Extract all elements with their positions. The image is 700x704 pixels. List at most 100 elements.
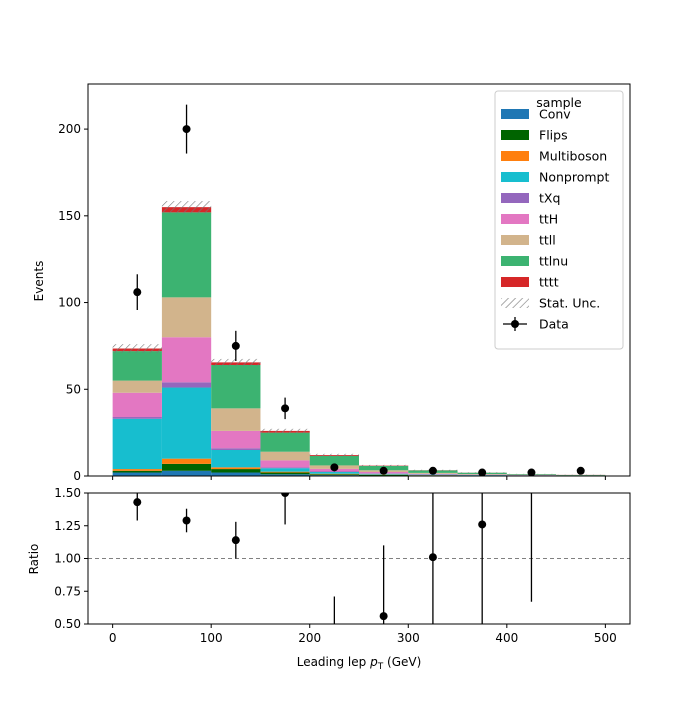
bar-nonprompt-bin-3 bbox=[260, 468, 309, 471]
bar-ttlnu-bin-1 bbox=[162, 212, 211, 297]
bar-conv-bin-2 bbox=[211, 473, 260, 476]
bar-tth-bin-2 bbox=[211, 431, 260, 448]
bar-multiboson-bin-4 bbox=[310, 474, 359, 475]
legend-swatch-nonprompt bbox=[501, 172, 529, 182]
bar-ttlnu-bin-0 bbox=[113, 351, 162, 380]
x-axis-label: Leading lep pT (GeV) bbox=[297, 655, 422, 672]
data-point-1 bbox=[183, 125, 191, 133]
ratio-point-5 bbox=[380, 612, 388, 620]
bar-txq-bin-1 bbox=[162, 382, 211, 387]
ratio-point-0 bbox=[133, 498, 141, 506]
bar-flips-bin-1 bbox=[162, 464, 211, 471]
legend-label-data: Data bbox=[539, 317, 569, 332]
ratio-y-tick-label-3: 1.25 bbox=[54, 519, 81, 533]
data-point-5 bbox=[380, 467, 388, 475]
stat-unc-bin-4 bbox=[310, 454, 359, 456]
legend-label-tth: ttH bbox=[539, 212, 558, 227]
x-tick-label-1: 100 bbox=[200, 631, 223, 645]
y-tick-label-0: 0 bbox=[73, 469, 81, 483]
bar-tth-bin-1 bbox=[162, 337, 211, 382]
stat-unc-bin-0 bbox=[113, 344, 162, 353]
ratio-y-tick-label-2: 1.00 bbox=[54, 552, 81, 566]
bar-nonprompt-bin-4 bbox=[310, 472, 359, 474]
legend-label-nonprompt: Nonprompt bbox=[539, 170, 609, 185]
data-point-8 bbox=[527, 469, 535, 477]
legend-swatch-txq bbox=[501, 193, 529, 203]
data-point-0 bbox=[133, 288, 141, 296]
x-tick-label-4: 400 bbox=[495, 631, 518, 645]
ratio-y-tick-label-0: 0.50 bbox=[54, 617, 81, 631]
data-point-7 bbox=[478, 469, 486, 477]
ratio-point-4 bbox=[330, 633, 338, 641]
y-tick-label-4: 200 bbox=[58, 122, 81, 136]
legend-label-ttlnu: ttlnu bbox=[539, 254, 568, 269]
legend-swatch-tth bbox=[501, 214, 529, 224]
data-point-3 bbox=[281, 404, 289, 412]
legend-swatch-tttt bbox=[501, 277, 529, 287]
bar-ttll-bin-1 bbox=[162, 297, 211, 337]
legend-label-ttll: ttll bbox=[539, 233, 556, 248]
stat-unc-bin-1 bbox=[162, 201, 211, 213]
bar-ttll-bin-0 bbox=[113, 381, 162, 393]
bar-multiboson-bin-0 bbox=[113, 469, 162, 471]
stat-unc-bin-5 bbox=[359, 465, 408, 466]
legend-swatch-conv bbox=[501, 109, 529, 119]
ratio-plot-frame bbox=[88, 493, 630, 624]
legend-swatch-multiboson bbox=[501, 151, 529, 161]
bar-txq-bin-2 bbox=[211, 448, 260, 450]
bar-flips-bin-0 bbox=[113, 471, 162, 473]
ratio-point-1 bbox=[183, 517, 191, 525]
bar-txq-bin-4 bbox=[310, 471, 359, 472]
ratio-y-tick-label-1: 0.75 bbox=[54, 584, 81, 598]
y-axis-label: Events bbox=[32, 261, 46, 302]
bar-ttlnu-bin-2 bbox=[211, 365, 260, 408]
ratio-point-7 bbox=[478, 520, 486, 528]
legend-data-marker bbox=[511, 320, 519, 328]
legend-swatch-stat-unc bbox=[501, 298, 529, 308]
y-tick-label-1: 50 bbox=[66, 382, 81, 396]
ratio-y-tick-label-4: 1.50 bbox=[54, 486, 81, 500]
data-point-6 bbox=[429, 467, 437, 475]
ratio-point-8 bbox=[527, 424, 535, 432]
bar-nonprompt-bin-2 bbox=[211, 450, 260, 467]
ratio-axes: 0.50 0.75 1.00 1.25 1.50 0 100 200 300 400 500 bbox=[54, 486, 630, 645]
x-tick-label-5: 500 bbox=[594, 631, 617, 645]
legend-label-tttt: tttt bbox=[539, 275, 559, 290]
bar-txq-bin-3 bbox=[260, 467, 309, 468]
bar-txq-bin-0 bbox=[113, 417, 162, 419]
x-tick-label-2: 200 bbox=[298, 631, 321, 645]
y-tick-label-2: 100 bbox=[58, 296, 81, 310]
data-point-4 bbox=[330, 463, 338, 471]
legend-swatch-flips bbox=[501, 130, 529, 140]
legend-swatch-ttlnu bbox=[501, 256, 529, 266]
bar-ttll-bin-3 bbox=[260, 452, 309, 461]
legend-swatch-ttll bbox=[501, 235, 529, 245]
legend-label-stat-unc: Stat. Unc. bbox=[539, 296, 600, 311]
legend: sampleConvFlipsMultibosonNonprompttXqttH… bbox=[495, 91, 623, 349]
bar-flips-bin-5 bbox=[359, 475, 408, 476]
bar-nonprompt-bin-0 bbox=[113, 419, 162, 469]
ratio-point-2 bbox=[232, 536, 240, 544]
data-point-2 bbox=[232, 342, 240, 350]
data-point-9 bbox=[577, 467, 585, 475]
stat-unc-bin-3 bbox=[260, 429, 309, 433]
bar-tth-bin-0 bbox=[113, 393, 162, 417]
bar-ttll-bin-2 bbox=[211, 408, 260, 431]
bar-flips-bin-2 bbox=[211, 469, 260, 472]
x-tick-label-0: 0 bbox=[109, 631, 117, 645]
bar-flips-bin-4 bbox=[310, 474, 359, 475]
y-tick-label-3: 150 bbox=[58, 209, 81, 223]
ratio-point-6 bbox=[429, 553, 437, 561]
x-tick-label-3: 300 bbox=[397, 631, 420, 645]
bar-multiboson-bin-3 bbox=[260, 472, 309, 473]
bar-tth-bin-3 bbox=[260, 460, 309, 467]
bar-ttlnu-bin-3 bbox=[260, 433, 309, 452]
bar-conv-bin-0 bbox=[113, 473, 162, 476]
legend-label-txq: tXq bbox=[539, 191, 560, 206]
legend-label-multiboson: Multiboson bbox=[539, 149, 607, 164]
bar-conv-bin-1 bbox=[162, 471, 211, 476]
legend-label-flips: Flips bbox=[539, 128, 568, 143]
bar-nonprompt-bin-1 bbox=[162, 388, 211, 459]
